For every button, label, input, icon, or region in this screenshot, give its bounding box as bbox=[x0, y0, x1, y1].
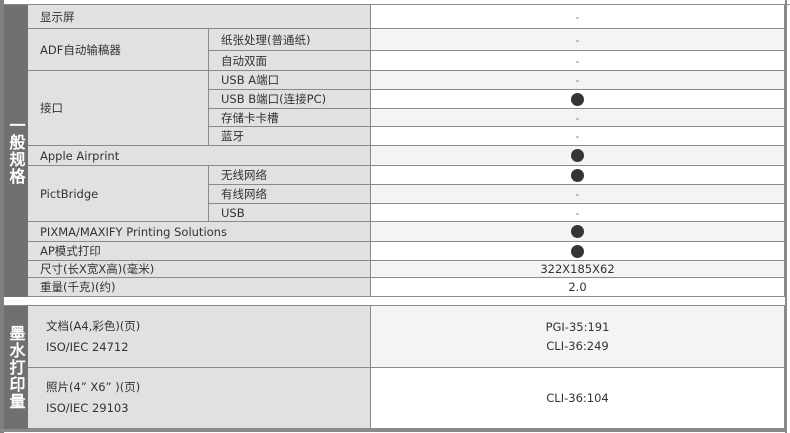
row-label: 重量(千克)(约) bbox=[28, 278, 371, 297]
supported-dot-icon bbox=[571, 244, 584, 258]
row-label: PictBridge bbox=[28, 166, 209, 222]
row-value: - bbox=[371, 204, 785, 222]
not-supported-dash: - bbox=[575, 129, 580, 143]
ink-row-label: 文档(A4,彩色)(页) ISO/IEC 24712 bbox=[28, 306, 371, 368]
ink-label: 文档(A4,彩色)(页) bbox=[46, 318, 141, 333]
ink-yield-value: CLI-36:104 bbox=[546, 390, 609, 405]
ink-label: 照片(4” X6” )(页) bbox=[46, 380, 141, 394]
not-supported-dash: - bbox=[575, 53, 580, 68]
sub-row-label: USB A端口 bbox=[209, 71, 371, 90]
ink-yield-value: CLI-36:249 bbox=[546, 338, 609, 353]
ink-yield-value: PGI-35:191 bbox=[545, 319, 610, 334]
row-label: 尺寸(长X宽X高)(毫米) bbox=[28, 261, 371, 278]
not-supported-dash: - bbox=[575, 73, 580, 87]
row-label: 显示屏 bbox=[28, 5, 371, 29]
ink-row-label: 照片(4” X6” )(页) ISO/IEC 29103 bbox=[28, 368, 371, 429]
ink-standard: ISO/IEC 29103 bbox=[46, 401, 129, 415]
row-label: Apple Airprint bbox=[28, 146, 371, 166]
row-label: 接口 bbox=[28, 71, 209, 146]
ink-row-value: PGI-35:191 CLI-36:249 bbox=[371, 306, 785, 368]
sub-row-label: 有线网络 bbox=[209, 185, 371, 204]
ink-standard: ISO/IEC 24712 bbox=[46, 339, 129, 354]
section-gap bbox=[4, 305, 785, 306]
supported-dot-icon bbox=[571, 225, 584, 238]
row-value: - bbox=[371, 127, 785, 146]
table-top-border bbox=[0, 4, 790, 5]
row-label: PIXMA/MAXIFY Printing Solutions bbox=[28, 222, 371, 242]
sub-row-label: USB bbox=[209, 204, 371, 222]
table-bottom-border bbox=[0, 429, 787, 432]
row-value: 322X185X62 bbox=[371, 261, 785, 278]
table-left-border bbox=[0, 0, 4, 433]
supported-dot-icon bbox=[571, 149, 584, 162]
row-value bbox=[371, 90, 785, 109]
category-general: 一般规格 bbox=[4, 5, 28, 297]
row-value bbox=[371, 166, 785, 185]
not-supported-dash: - bbox=[575, 110, 580, 125]
sub-row-label: 自动双面 bbox=[209, 51, 371, 71]
not-supported-dash: - bbox=[575, 205, 580, 220]
not-supported-dash: - bbox=[575, 9, 580, 24]
not-supported-dash: - bbox=[575, 187, 580, 201]
category-ink-yield: 墨水打印量 bbox=[4, 306, 28, 429]
value-text: 322X185X62 bbox=[540, 262, 615, 276]
row-value: - bbox=[371, 51, 785, 71]
supported-dot-icon bbox=[571, 168, 584, 182]
row-value: - bbox=[371, 5, 785, 29]
row-label: ADF自动输稿器 bbox=[28, 29, 209, 71]
sub-row-label: 蓝牙 bbox=[209, 127, 371, 146]
row-value: 2.0 bbox=[371, 278, 785, 297]
row-value bbox=[371, 222, 785, 242]
ink-row-value: CLI-36:104 bbox=[371, 368, 785, 429]
sub-row-label: 存储卡卡槽 bbox=[209, 109, 371, 127]
row-value: - bbox=[371, 71, 785, 90]
supported-dot-icon bbox=[571, 92, 584, 106]
row-value bbox=[371, 146, 785, 166]
sub-row-label: USB B端口(连接PC) bbox=[209, 90, 371, 109]
row-value bbox=[371, 242, 785, 261]
not-supported-dash: - bbox=[575, 32, 580, 47]
sub-row-label: 无线网络 bbox=[209, 166, 371, 185]
sub-row-label: 纸张处理(普通纸) bbox=[209, 29, 371, 51]
row-label: AP模式打印 bbox=[28, 242, 371, 261]
value-text: 2.0 bbox=[568, 280, 587, 294]
table-right-border bbox=[785, 0, 787, 433]
row-value: - bbox=[371, 29, 785, 51]
row-value: - bbox=[371, 109, 785, 127]
row-value: - bbox=[371, 185, 785, 204]
